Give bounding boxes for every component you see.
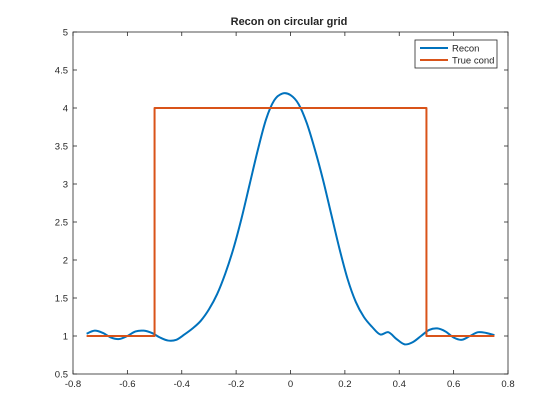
y-tick-label: 1.5: [55, 294, 68, 305]
series-layer: [86, 92, 495, 346]
y-axis: 0.5 1 1.5 2 2.5 3 3.5 4 4.5 5: [55, 28, 508, 381]
y-tick-label: 2: [63, 256, 68, 267]
legend-label-0: Recon: [452, 44, 479, 55]
y-tick-label: 3: [63, 180, 68, 191]
y-tick-label: 4.5: [55, 66, 68, 77]
x-tick-label: -0.4: [174, 379, 190, 390]
legend-box: [414, 39, 498, 69]
x-tick-label: -0.8: [65, 379, 81, 390]
x-tick-label: 0.4: [393, 379, 406, 390]
x-tick-label: 0.2: [338, 379, 351, 390]
y-tick-label: 0.5: [55, 370, 68, 381]
x-tick-label: -0.6: [119, 379, 135, 390]
x-tick-label: 0.6: [447, 379, 460, 390]
y-tick-label: 1: [63, 332, 68, 343]
x-tick-label: 0: [288, 379, 293, 390]
x-tick-label: -0.2: [228, 379, 244, 390]
plot-area: [72, 31, 509, 375]
y-tick-label: 2.5: [55, 218, 68, 229]
axes-box: [72, 31, 509, 375]
y-tick-label: 3.5: [55, 142, 68, 153]
x-tick-label: 0.8: [501, 379, 514, 390]
y-tick-label: 4: [63, 104, 68, 115]
chart-title: Recon on circular grid: [231, 16, 348, 28]
x-axis: -0.8 -0.6 -0.4 -0.2 0 0.2 0.4 0.6 0.8: [65, 32, 515, 390]
legend-label-1: True cond: [452, 56, 494, 67]
y-tick-label: 5: [63, 28, 68, 39]
series-line-1: [86, 107, 495, 337]
